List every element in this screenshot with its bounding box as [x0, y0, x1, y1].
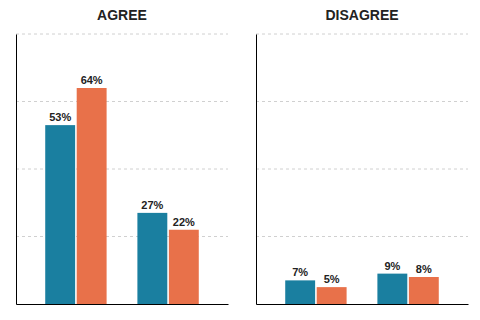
data-label: 7% — [292, 266, 308, 278]
bar — [77, 88, 107, 304]
data-labels: 7% 9% 5% 8% — [292, 260, 432, 286]
bar — [169, 230, 199, 304]
axis-line — [16, 35, 17, 305]
bars — [45, 88, 199, 304]
grid-line — [256, 169, 468, 170]
data-label: 53% — [49, 111, 71, 123]
bar — [317, 287, 347, 304]
panel: 7% 9% 5% 8% DISAGREE — [256, 7, 469, 305]
data-label: 64% — [81, 74, 103, 86]
data-label: 8% — [416, 263, 432, 275]
data-label: 27% — [141, 199, 163, 211]
data-labels: 53% 27% 64% 22% — [49, 74, 195, 228]
chart-title: DISAGREE — [325, 7, 398, 23]
axis-line — [256, 35, 257, 305]
bar — [285, 280, 315, 304]
x-axis — [17, 304, 229, 306]
grid-line — [16, 34, 228, 35]
chart-title: AGREE — [97, 7, 147, 23]
grid-line — [16, 101, 228, 102]
bar — [409, 277, 439, 304]
bar-series — [77, 88, 199, 304]
bar — [45, 125, 75, 304]
grid — [256, 34, 468, 237]
y-axis — [256, 35, 258, 305]
bars — [285, 274, 439, 304]
bar — [377, 274, 407, 304]
data-label: 22% — [173, 216, 195, 228]
bar — [137, 213, 167, 304]
x-axis — [257, 304, 469, 306]
grid-line — [256, 34, 468, 35]
axis-line — [17, 304, 229, 305]
grid-line — [256, 101, 468, 102]
axis-line — [257, 304, 469, 305]
data-label: 9% — [384, 260, 400, 272]
y-axis — [16, 35, 18, 305]
grid-line — [256, 236, 468, 237]
data-label: 5% — [324, 273, 340, 285]
chart-root: 53% 27% 64% 22% AGREE 7% 9% 5% 8% DISAGREE — [0, 0, 480, 320]
panel: 53% 27% 64% 22% AGREE — [16, 7, 229, 305]
